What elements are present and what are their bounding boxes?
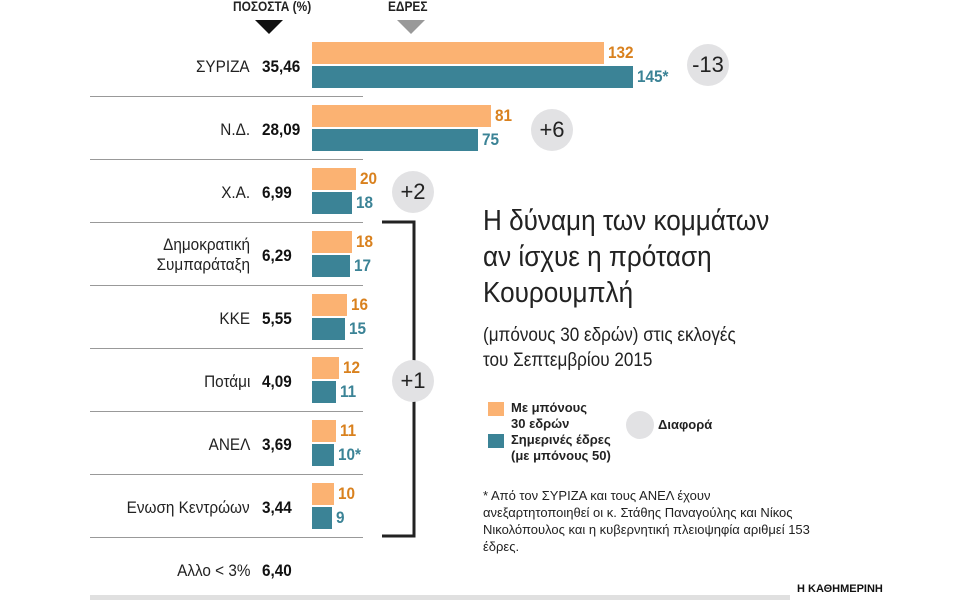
percent-header: ΠΟΣΟΣΤΑ (%) [233, 0, 312, 14]
percent-value: 35,46 [262, 57, 301, 76]
bar-current [312, 444, 335, 466]
title-line: Κουρουμπλή [483, 277, 634, 309]
legend-text: (με μπόνους 50) [511, 448, 611, 463]
party-label: Ενωση Κεντρώων [127, 498, 250, 517]
bar-proposal [312, 168, 357, 190]
bottom-rule [90, 595, 790, 600]
source-logo: Η ΚΑΘΗΜΕΡΙΝΗ [797, 583, 883, 595]
bar-label: 10* [338, 445, 362, 464]
bar-label: 75 [482, 130, 500, 149]
bar-proposal [312, 420, 337, 442]
bar-current [312, 255, 350, 277]
percent-value: 5,55 [262, 309, 292, 328]
bar-proposal [312, 42, 605, 64]
row-separator [90, 348, 363, 349]
bar-current [312, 318, 346, 340]
title-line: αν ίσχυε η πρόταση [483, 241, 712, 273]
percent-value: 28,09 [262, 120, 301, 139]
title-line: Η δύναμη των κομμάτων [483, 205, 770, 237]
legend-proposal: Με μπόνους 30 εδρών [511, 400, 587, 432]
chart-title: Η δύναμη των κομμάτων αν ίσχυε η πρόταση… [483, 203, 769, 311]
bar-current [312, 507, 332, 529]
bar-label: 17 [353, 256, 371, 275]
bar-proposal [312, 105, 492, 127]
percent-value: 4,09 [262, 372, 292, 391]
bar-label: 16 [351, 295, 369, 314]
subtitle-line: (μπόνους 30 εδρών) στις εκλογές [483, 325, 736, 346]
bar-current [312, 129, 479, 151]
legend-text: 30 εδρών [511, 416, 570, 431]
bar-proposal [312, 294, 348, 316]
bar-label: 11 [340, 421, 357, 440]
party-label: ΚΚΕ [219, 309, 250, 328]
bar-current [312, 381, 337, 403]
diff-circle: -13 [687, 44, 729, 86]
legend-swatch-current [488, 434, 504, 448]
bar-label: 20 [360, 169, 378, 188]
bar-label: 11 [340, 382, 357, 401]
row-separator [90, 222, 363, 223]
diff-circle: +1 [392, 360, 434, 402]
row-separator [90, 537, 363, 538]
legend-text: Με μπόνους [511, 400, 587, 415]
subtitle-line: του Σεπτεμβρίου 2015 [483, 350, 653, 371]
party-label: Αλλο < 3% [176, 561, 250, 580]
row-separator [90, 474, 363, 475]
bar-proposal [312, 357, 339, 379]
bar-label: 145* [637, 67, 669, 86]
diff-circle: +2 [392, 171, 434, 213]
diff-circle: +6 [531, 109, 573, 151]
bar-label: 18 [355, 232, 373, 251]
bar-proposal [312, 231, 352, 253]
row-separator [90, 96, 363, 97]
percent-value: 3,69 [262, 435, 292, 454]
bar-label: 10 [338, 484, 356, 503]
legend-text: Σημερινές έδρες [511, 432, 611, 447]
chart-subtitle: (μπόνους 30 εδρών) στις εκλογές του Σεπτ… [483, 323, 736, 373]
percent-value: 3,44 [262, 498, 292, 517]
party-label: ΑΝΕΛ [208, 435, 250, 454]
row-separator [90, 411, 363, 412]
percent-value: 6,29 [262, 246, 292, 265]
percent-value: 6,99 [262, 183, 292, 202]
percent-arrow-icon [255, 20, 283, 34]
bar-proposal [312, 483, 335, 505]
bar-label: 132 [608, 43, 634, 62]
bar-label: 12 [342, 358, 360, 377]
seats-header: ΕΔΡΕΣ [388, 0, 428, 14]
legend-swatch-proposal [488, 402, 504, 416]
party-label: Ποτάμι [203, 372, 250, 391]
party-label: Ν.Δ. [220, 120, 250, 139]
bar-label: 9 [335, 508, 345, 527]
footnote: * Από τον ΣΥΡΙΖΑ και τους ΑΝΕΛ έχουν ανε… [483, 488, 810, 554]
bar-label: 15 [349, 319, 367, 338]
seats-arrow-icon [397, 20, 425, 34]
legend-diff-circle [626, 411, 654, 439]
bar-label: 81 [495, 106, 513, 125]
legend-current: Σημερινές έδρες (με μπόνους 50) [511, 432, 611, 464]
bar-current [312, 192, 352, 214]
legend-diff: Διαφορά [658, 417, 713, 432]
bar-current [312, 66, 634, 88]
party-label: Χ.Α. [221, 183, 250, 202]
row-separator [90, 159, 363, 160]
party-label: ΣΥΡΙΖΑ [196, 57, 250, 76]
row-separator [90, 285, 363, 286]
bar-label: 18 [355, 193, 373, 212]
percent-value: 6,40 [262, 561, 292, 580]
party-label: Δημοκρατική Συμπαράταξη [156, 235, 250, 274]
